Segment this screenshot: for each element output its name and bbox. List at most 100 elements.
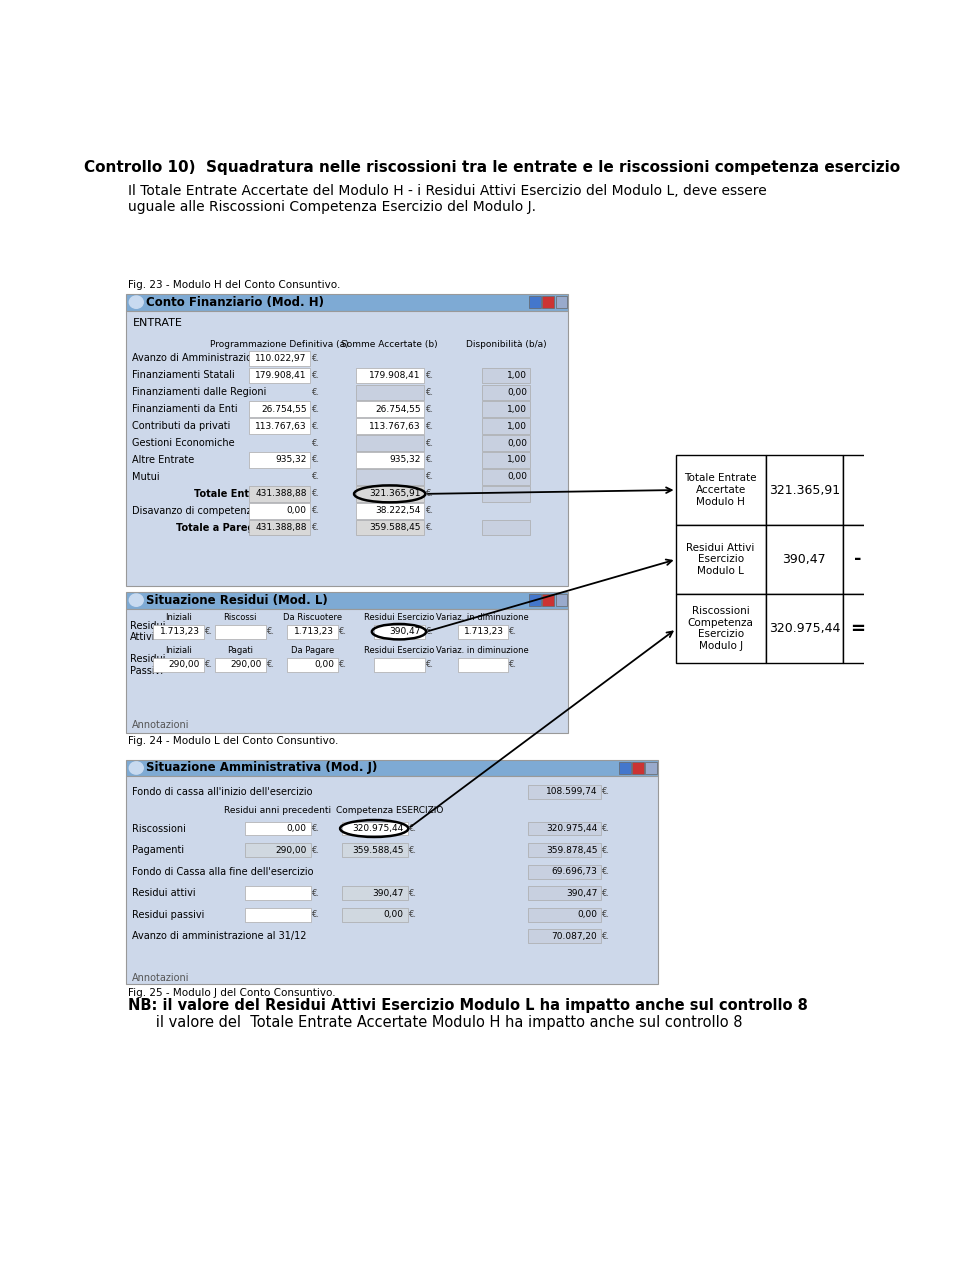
Text: NB: il valore del Residui Attivi Esercizio Modulo L ha impatto anche sul control: NB: il valore del Residui Attivi Eserciz…	[128, 998, 807, 1013]
Bar	[355, 419, 423, 434]
Bar	[556, 297, 567, 308]
Bar	[250, 521, 310, 536]
Text: 1,00: 1,00	[507, 405, 527, 414]
Bar	[245, 843, 311, 857]
Text: €.: €.	[311, 910, 319, 919]
Bar	[250, 486, 310, 502]
Text: €.: €.	[266, 628, 274, 636]
Text: 1.713,23: 1.713,23	[465, 628, 504, 636]
Bar	[245, 821, 311, 835]
Text: Residui passivi: Residui passivi	[132, 910, 204, 920]
Bar	[482, 452, 530, 467]
Bar	[355, 368, 423, 383]
Text: Da Pagare: Da Pagare	[291, 647, 334, 656]
Bar	[355, 384, 423, 400]
Text: Conto Finanziario (Mod. H): Conto Finanziario (Mod. H)	[146, 295, 324, 308]
Text: 0,00: 0,00	[287, 507, 307, 516]
Bar	[556, 594, 567, 606]
Text: Altre Entrate: Altre Entrate	[132, 454, 195, 465]
Bar	[482, 486, 530, 502]
Bar	[126, 592, 568, 608]
Bar	[765, 594, 843, 663]
Text: 1,00: 1,00	[507, 421, 527, 430]
Text: €.: €.	[424, 523, 433, 532]
Text: €.: €.	[424, 421, 433, 430]
Bar	[126, 777, 658, 984]
Text: Fondo di cassa all'inizio dell'esercizio: Fondo di cassa all'inizio dell'esercizio	[132, 787, 313, 797]
Text: 390,47: 390,47	[566, 889, 597, 897]
Bar	[250, 419, 310, 434]
Bar	[529, 594, 540, 606]
Text: 108.599,74: 108.599,74	[546, 788, 597, 797]
Text: 935,32: 935,32	[276, 456, 307, 465]
Text: 290,00: 290,00	[168, 661, 200, 670]
Text: Residui
Attivi: Residui Attivi	[130, 621, 165, 643]
Bar	[355, 401, 423, 416]
Text: 320.975,44: 320.975,44	[352, 824, 403, 833]
Text: il valore del  Totale Entrate Accertate Modulo H ha impatto anche sul controllo : il valore del Totale Entrate Accertate M…	[128, 1015, 742, 1030]
Text: Pagamenti: Pagamenti	[132, 845, 184, 855]
Text: 390,47: 390,47	[390, 628, 420, 636]
Text: 26.754,55: 26.754,55	[261, 405, 307, 414]
Text: €.: €.	[311, 523, 319, 532]
Text: Residui Esercizio: Residui Esercizio	[364, 614, 434, 622]
Bar	[645, 761, 657, 774]
Bar	[342, 843, 408, 857]
Bar	[843, 594, 873, 663]
Text: €.: €.	[311, 472, 319, 481]
Bar	[355, 486, 423, 502]
Bar	[843, 456, 873, 524]
Text: 0,00: 0,00	[507, 472, 527, 481]
Bar	[482, 470, 530, 485]
Bar	[529, 297, 540, 308]
Text: 1,00: 1,00	[507, 456, 527, 465]
Text: 1.713,23: 1.713,23	[159, 628, 200, 636]
Bar	[342, 886, 408, 900]
Bar	[250, 452, 310, 467]
Bar	[126, 608, 568, 732]
Text: 0,00: 0,00	[287, 824, 307, 833]
Text: Fig. 24 - Modulo L del Conto Consuntivo.: Fig. 24 - Modulo L del Conto Consuntivo.	[128, 736, 338, 746]
Text: 321.365,91: 321.365,91	[370, 489, 420, 498]
Bar	[633, 761, 644, 774]
Text: Totale a Pareggio: Totale a Pareggio	[177, 523, 272, 532]
Ellipse shape	[130, 594, 143, 606]
Text: Avanzo di amministrazione al 31/12: Avanzo di amministrazione al 31/12	[132, 932, 307, 941]
Text: 1.713,23: 1.713,23	[294, 628, 334, 636]
Text: €.: €.	[508, 661, 516, 670]
Text: 113.767,63: 113.767,63	[255, 421, 307, 430]
Text: €.: €.	[601, 889, 610, 897]
Text: 0,00: 0,00	[507, 439, 527, 448]
Text: Controllo 10)  Squadratura nelle riscossioni tra le entrate e le riscossioni com: Controllo 10) Squadratura nelle riscossi…	[84, 160, 900, 176]
Text: Gestioni Economiche: Gestioni Economiche	[132, 438, 235, 448]
Text: €.: €.	[311, 824, 319, 833]
Text: €.: €.	[311, 405, 319, 414]
Text: €.: €.	[408, 910, 416, 919]
Text: 179.908,41: 179.908,41	[370, 370, 420, 379]
Text: Finanziamenti Statali: Finanziamenti Statali	[132, 370, 235, 381]
Text: 359.878,45: 359.878,45	[546, 845, 597, 854]
Text: €.: €.	[266, 661, 274, 670]
Text: €.: €.	[408, 824, 416, 833]
Text: €.: €.	[508, 628, 516, 636]
Text: 1,00: 1,00	[507, 370, 527, 379]
Bar	[843, 524, 873, 594]
Ellipse shape	[130, 297, 143, 308]
Text: 390,47: 390,47	[372, 889, 403, 897]
Text: Variaz. in diminuzione: Variaz. in diminuzione	[437, 614, 529, 622]
Text: €.: €.	[311, 439, 319, 448]
Text: €.: €.	[424, 388, 433, 397]
Text: €.: €.	[424, 439, 433, 448]
Bar	[528, 821, 601, 835]
Text: Riscossioni: Riscossioni	[132, 824, 186, 834]
Text: €.: €.	[204, 661, 212, 670]
Bar	[482, 384, 530, 400]
Text: Mutui: Mutui	[132, 472, 160, 482]
Text: ENTRATE: ENTRATE	[132, 318, 182, 328]
Text: 320.975,44: 320.975,44	[769, 622, 840, 635]
Bar	[458, 625, 508, 639]
Text: Programmazione Definitiva (a): Programmazione Definitiva (a)	[210, 340, 349, 349]
Text: Disponibilità (b/a): Disponibilità (b/a)	[466, 340, 546, 349]
Text: Totale Entrate: Totale Entrate	[194, 489, 272, 499]
Text: 70.087,20: 70.087,20	[552, 932, 597, 941]
